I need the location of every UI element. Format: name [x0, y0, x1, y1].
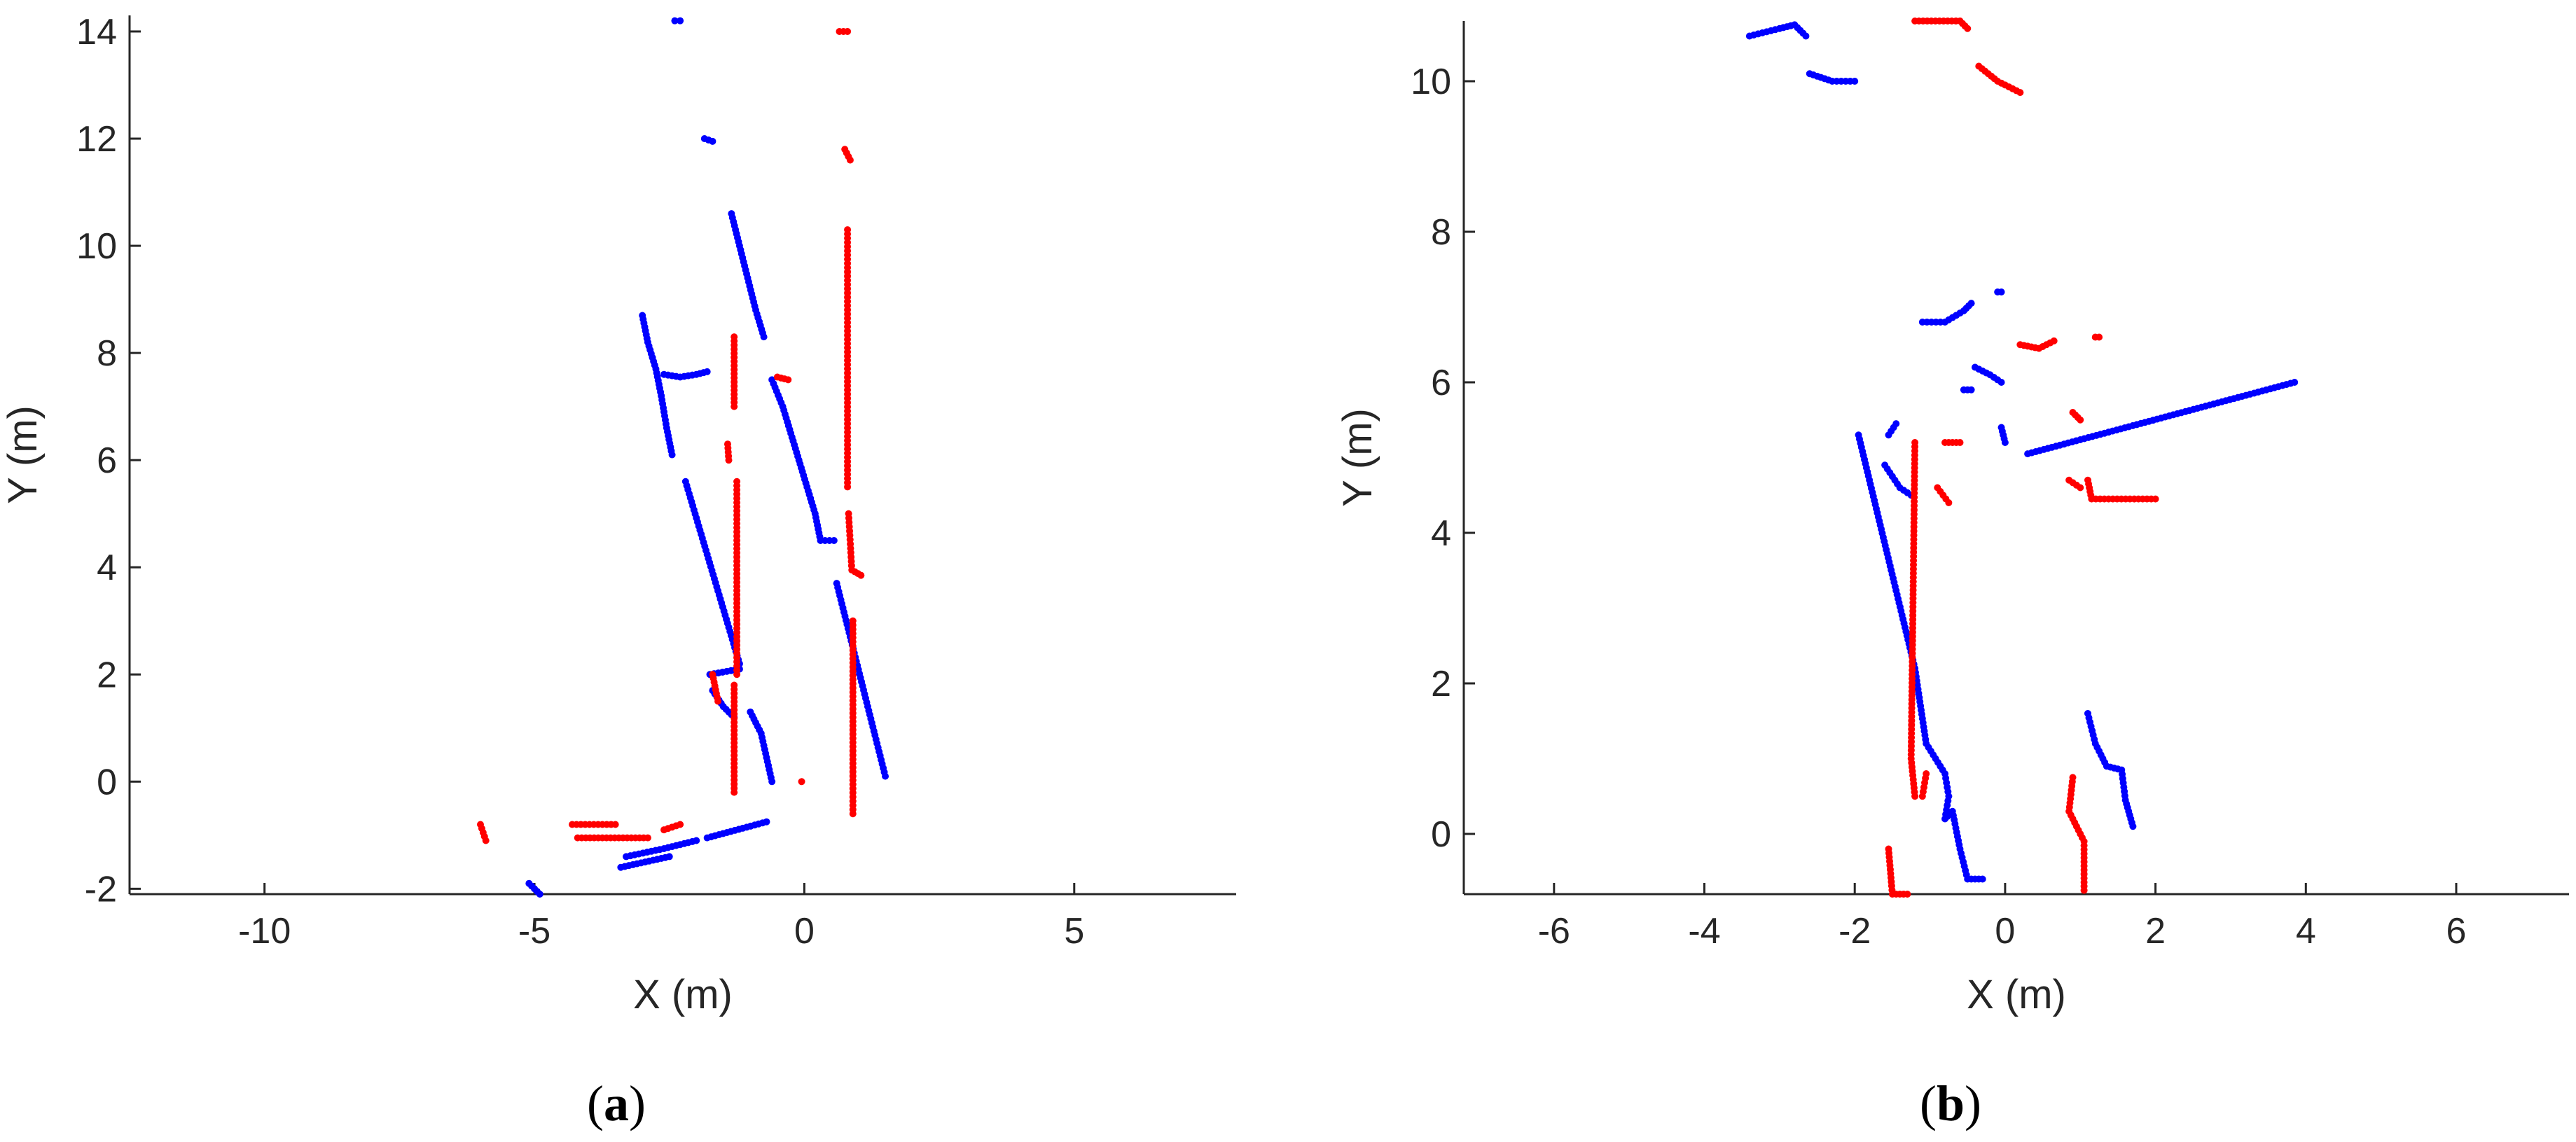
x-tick-label: -6 [1538, 911, 1570, 952]
data-point [1911, 793, 1919, 800]
series-red [1885, 18, 2159, 898]
y-tick-label: 2 [1431, 664, 1451, 704]
data-point [1997, 379, 2005, 386]
y-axis-label: Y (m) [1335, 408, 1380, 507]
data-point [1967, 300, 1975, 307]
data-point [709, 137, 716, 145]
data-point [1945, 499, 1953, 506]
x-tick-label: -4 [1688, 911, 1720, 952]
data-point [677, 821, 684, 828]
x-tick-label: 0 [794, 911, 815, 952]
data-point [1964, 25, 1972, 32]
x-tick-label: -2 [1838, 911, 1871, 952]
y-tick-label: 0 [1431, 814, 1451, 855]
data-point [798, 778, 805, 786]
y-tick-label: 10 [1411, 62, 1451, 102]
caption-close: ) [1965, 1075, 1981, 1131]
y-tick-label: 2 [97, 655, 117, 695]
data-point [703, 368, 711, 375]
data-point [2096, 333, 2103, 341]
data-point [668, 451, 676, 459]
caption-letter: b [1937, 1075, 1965, 1131]
data-point [1967, 386, 1975, 394]
y-tick-label: 6 [1431, 363, 1451, 403]
data-point [844, 27, 852, 35]
data-point [1997, 288, 2005, 295]
data-point [536, 891, 543, 898]
data-point [693, 837, 700, 844]
x-tick-label: 6 [2446, 911, 2467, 952]
data-point [730, 788, 738, 796]
y-axis-label: Y (m) [0, 405, 46, 504]
data-point [1904, 891, 1911, 898]
data-point [1851, 78, 1859, 85]
data-point [830, 536, 838, 544]
series-blue [525, 17, 889, 898]
caption-letter: a [604, 1075, 629, 1131]
data-point [1918, 793, 1926, 800]
x-tick-label: 2 [2145, 911, 2166, 952]
x-tick-label: 4 [2296, 911, 2316, 952]
x-axis-label: X (m) [633, 972, 733, 1017]
data-point [2016, 89, 2024, 97]
caption-open: ( [587, 1075, 604, 1131]
data-point [2152, 495, 2159, 503]
series-blue [1745, 21, 2299, 883]
data-point [733, 671, 741, 678]
x-tick-label: 0 [1995, 911, 2015, 952]
data-point [849, 810, 857, 818]
x-tick-label: -5 [518, 911, 550, 952]
data-point [763, 818, 770, 826]
data-point [784, 376, 792, 384]
data-point [1956, 439, 1964, 446]
data-point [677, 17, 684, 25]
y-tick-label: 12 [76, 119, 117, 160]
data-point [2080, 886, 2088, 894]
data-point [844, 483, 852, 491]
data-point [768, 778, 776, 786]
data-point [611, 821, 619, 828]
data-point [760, 333, 768, 341]
data-point [846, 156, 854, 164]
caption-open: ( [1920, 1075, 1937, 1131]
y-tick-label: 8 [97, 333, 117, 374]
data-point [665, 853, 673, 861]
data-point [714, 697, 722, 705]
data-point [1892, 420, 1900, 428]
data-point [2077, 484, 2084, 492]
series-red [476, 27, 865, 844]
data-point [725, 457, 733, 464]
y-tick-label: 8 [1431, 212, 1451, 253]
y-tick-label: -2 [85, 869, 117, 910]
data-point [2077, 416, 2084, 424]
data-point [1802, 32, 1810, 40]
y-tick-label: 14 [76, 12, 117, 53]
caption-close: ) [629, 1075, 646, 1131]
y-tick-label: 4 [1431, 513, 1451, 554]
x-axis-label: X (m) [1967, 972, 2066, 1017]
data-point [1979, 875, 1986, 883]
y-tick-label: 0 [97, 762, 117, 802]
data-point [2291, 379, 2299, 386]
panel-caption: (b) [1920, 1075, 1981, 1131]
data-point [730, 403, 738, 410]
data-point [2050, 337, 2058, 344]
panel-a: -10 -5 0 5 -2 0 2 4 6 8 10 12 14 X (m) Y (m) (a) [0, 12, 1236, 1131]
y-tick-label: 10 [76, 226, 117, 267]
data-point [482, 837, 490, 844]
panel-caption: (a) [587, 1075, 646, 1131]
data-point [2129, 823, 2137, 830]
data-point [644, 834, 651, 842]
data-point [882, 772, 889, 780]
panel-b: -6 -4 -2 0 2 4 6 0 2 4 6 8 10 X (m) Y (m) (b) [1335, 18, 2569, 1131]
data-point [2001, 439, 2009, 446]
x-tick-label: -10 [238, 911, 291, 952]
y-tick-label: 4 [97, 548, 117, 588]
data-point [671, 17, 679, 25]
data-point [857, 571, 865, 579]
y-tick-label: 6 [97, 440, 117, 481]
x-tick-label: 5 [1064, 911, 1084, 952]
